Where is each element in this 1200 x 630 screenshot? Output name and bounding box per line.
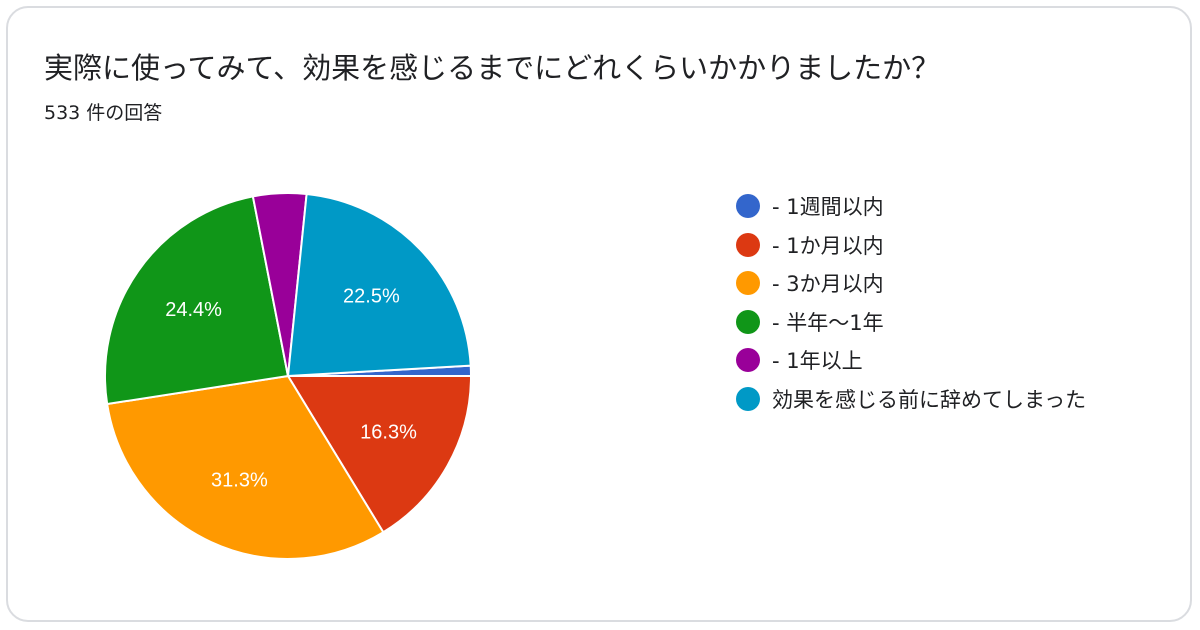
legend-label: - 1か月以内 bbox=[772, 233, 884, 258]
pie-slice-5[interactable] bbox=[287, 192, 472, 377]
slice-data-label-5: 22.5% bbox=[343, 285, 400, 307]
response-count: 533 件の回答 bbox=[44, 102, 163, 124]
slice-data-label-1: 16.3% bbox=[360, 421, 417, 443]
legend-swatch bbox=[736, 386, 760, 411]
slice-data-label-3: 24.4% bbox=[165, 299, 222, 321]
legend-item-2[interactable]: - 3か月以内 bbox=[736, 264, 1086, 303]
slice-data-label-2: 31.3% bbox=[211, 470, 268, 492]
legend-item-0[interactable]: - 1週間以内 bbox=[736, 187, 1086, 226]
chart-legend: - 1週間以内 - 1か月以内 - 3か月以内 - 半年〜1年 - 1年以上効果を感じる… bbox=[736, 187, 1086, 418]
chart-title: 実際に使ってみて、効果を感じるまでにどれくらいかかりましたか？ bbox=[44, 51, 941, 85]
pie-slice-3[interactable] bbox=[104, 195, 289, 406]
legend-item-1[interactable]: - 1か月以内 bbox=[736, 226, 1086, 265]
legend-swatch bbox=[736, 348, 760, 373]
legend-item-5[interactable]: 効果を感じる前に辞めてしまった bbox=[736, 380, 1086, 419]
legend-item-3[interactable]: - 半年〜1年 bbox=[736, 303, 1086, 342]
legend-label: - 1週間以内 bbox=[772, 195, 884, 220]
pie-slice-1[interactable] bbox=[287, 375, 472, 534]
legend-swatch bbox=[736, 271, 760, 296]
legend-label: 効果を感じる前に辞めてしまった bbox=[772, 387, 1087, 412]
legend-label: - 1年以上 bbox=[772, 349, 863, 374]
legend-swatch bbox=[736, 232, 760, 257]
legend-label: - 3か月以内 bbox=[772, 272, 884, 297]
legend-item-4[interactable]: - 1年以上 bbox=[736, 341, 1086, 380]
pie-slice-2[interactable] bbox=[106, 375, 385, 561]
legend-swatch bbox=[736, 309, 760, 334]
legend-swatch bbox=[736, 194, 760, 219]
legend-label: - 半年〜1年 bbox=[772, 310, 884, 335]
